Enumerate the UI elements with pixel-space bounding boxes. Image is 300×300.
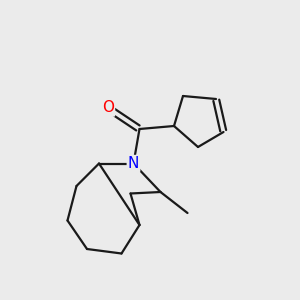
Text: N: N bbox=[128, 156, 139, 171]
Text: O: O bbox=[102, 100, 114, 116]
